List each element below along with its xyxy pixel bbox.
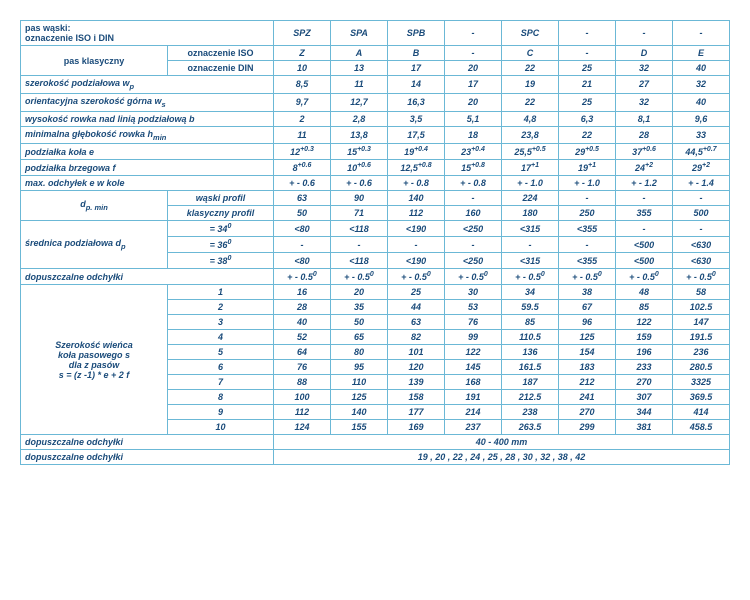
col-spz: SPZ	[274, 21, 331, 46]
szer-wienca-label: Szerokość wieńca koła pasowego s dla z p…	[21, 285, 168, 435]
f-label: podziałka brzegowa f	[21, 160, 274, 176]
dop-odch-3-label: dopuszczalne odchyłki	[21, 450, 274, 465]
b-label: wysokość rowka nad linią podziałową b	[21, 111, 274, 126]
waski-profil-label: wąski profil	[168, 191, 274, 206]
dop-odch-3-value: 19 , 20 , 22 , 24 , 25 , 28 , 30 , 32 , …	[274, 450, 730, 465]
dop-odch-2-value: 40 - 400 mm	[274, 435, 730, 450]
oznaczenie-iso-label: oznaczenie ISO	[168, 46, 274, 61]
wp-label: szerokość podziałowa wp	[21, 76, 274, 94]
srednica-label: średnica podziałowa dp	[21, 221, 168, 269]
col-spa: SPA	[331, 21, 388, 46]
ws-label: orientacyjna szerokość górna ws	[21, 93, 274, 111]
dop-odch-2-label: dopuszczalne odchyłki	[21, 435, 274, 450]
e-label: podziałka koła e	[21, 144, 274, 160]
col-spc: SPC	[502, 21, 559, 46]
hmin-label: minimalna głębokość rowka hmin	[21, 126, 274, 144]
dop-odch-1-label: dopuszczalne odchyłki	[21, 269, 274, 285]
col-spb: SPB	[388, 21, 445, 46]
pas-klasyczny-header: pas klasyczny	[21, 46, 168, 76]
oznaczenie-din-label: oznaczenie DIN	[168, 61, 274, 76]
klasyczny-profil-label: klasyczny profil	[168, 206, 274, 221]
max-e-label: max. odchyłek e w kole	[21, 176, 274, 191]
pas-waski-header: pas wąski: oznaczenie ISO i DIN	[21, 21, 274, 46]
belt-spec-table: pas wąski: oznaczenie ISO i DIN SPZ SPA …	[20, 20, 730, 465]
dp-min-label: dp. min	[21, 191, 168, 221]
